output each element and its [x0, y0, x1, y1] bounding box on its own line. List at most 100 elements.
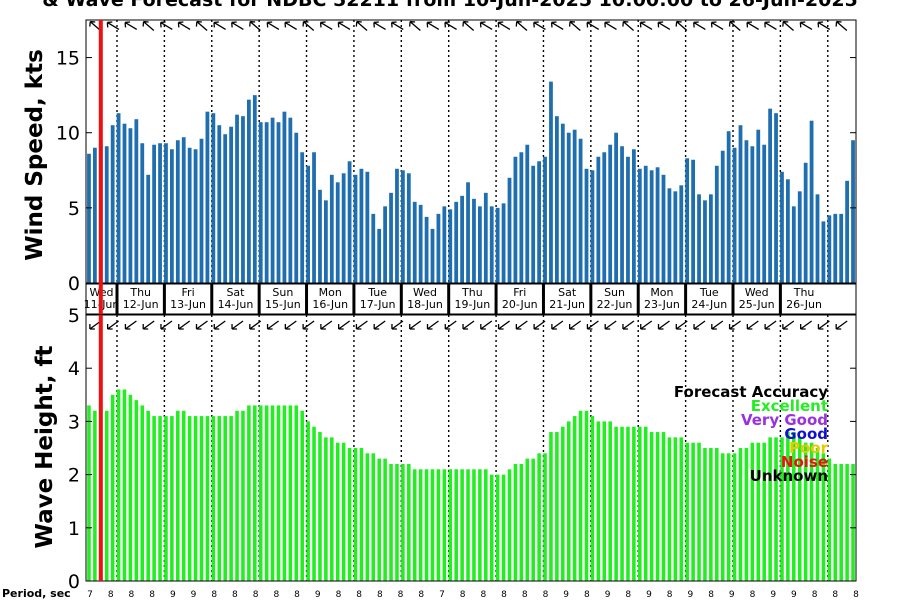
wave-bar — [401, 463, 405, 581]
wind-direction-arrow — [728, 20, 741, 31]
wind-bar — [400, 170, 405, 283]
wind-direction-arrow — [568, 20, 581, 31]
wave-bar — [525, 458, 530, 581]
wind-bar — [791, 206, 796, 283]
wind-bar — [643, 165, 648, 283]
wind-direction-arrow — [426, 21, 440, 31]
wind-bar — [691, 159, 696, 283]
wind-bar — [821, 221, 826, 283]
wind-bar — [116, 113, 121, 283]
wind-bar — [626, 156, 630, 283]
wind-bar — [282, 111, 287, 283]
wind-bar — [235, 114, 239, 284]
wind-direction-arrow — [390, 21, 404, 31]
wind-bar — [175, 140, 180, 283]
wave-bar — [454, 469, 458, 581]
day-name: Fri — [513, 286, 526, 299]
wave-bar — [649, 432, 654, 581]
wind-bar — [703, 200, 707, 283]
chart-title: & Wave Forecast for NDBC 52211 from 10-J… — [42, 0, 858, 11]
wave-bar — [484, 469, 488, 581]
wave-bar — [626, 426, 630, 581]
wind-bar — [377, 228, 382, 283]
wind-bar — [756, 129, 761, 283]
period-value: 9 — [315, 590, 321, 600]
wave-bar — [412, 469, 417, 581]
wave-bar — [448, 469, 453, 581]
day-name: Sun — [604, 286, 625, 299]
wave-bar — [519, 463, 524, 581]
wind-bar — [187, 147, 192, 283]
wind-bar — [513, 156, 518, 283]
wave-bar — [436, 469, 441, 581]
wave-bar — [549, 432, 553, 581]
wind-direction-arrow — [284, 21, 298, 31]
wind-bar — [353, 174, 358, 283]
wind-bar — [519, 152, 524, 283]
wind-direction-arrow — [177, 21, 191, 31]
period-value: 8 — [273, 590, 279, 600]
wave-direction-arrow — [711, 320, 724, 330]
wave-bar — [258, 405, 263, 581]
wave-bar — [359, 448, 364, 581]
wave-bar — [827, 458, 832, 581]
wind-bar — [371, 213, 376, 283]
period-value: 8 — [480, 590, 486, 600]
wind-bar — [673, 191, 678, 283]
wind-direction-arrow — [497, 21, 511, 31]
wind-bar — [383, 206, 388, 283]
wind-y-tick-label: 0 — [68, 273, 80, 295]
wave-direction-arrow — [391, 320, 404, 330]
wind-bar — [146, 174, 151, 283]
wave-y-tick-label: 5 — [68, 305, 80, 327]
wave-direction-arrow — [284, 320, 297, 330]
wind-bar — [205, 111, 210, 283]
wind-direction-arrow — [195, 20, 208, 31]
wind-bar — [341, 173, 346, 283]
day-name: Thu — [129, 286, 151, 299]
period-value: 8 — [108, 590, 114, 600]
wind-bar — [572, 129, 577, 283]
wind-bar — [472, 198, 476, 283]
wind-bar — [762, 144, 767, 283]
wind-direction-arrow — [444, 21, 457, 31]
period-value: 9 — [791, 590, 797, 600]
wave-bar — [768, 437, 772, 581]
wave-bar — [300, 410, 304, 581]
wave-bar — [264, 405, 269, 581]
legend-item: Poor — [789, 439, 829, 457]
wave-bar — [732, 453, 737, 581]
wave-bar — [720, 453, 725, 581]
day-date: 12-Jun — [123, 298, 159, 311]
wind-bar — [661, 174, 666, 283]
wind-bar — [797, 191, 802, 283]
wave-direction-arrow — [409, 320, 422, 330]
wind-bar — [774, 113, 778, 283]
period-value: 9 — [563, 590, 569, 600]
wave-direction-arrow — [515, 320, 528, 330]
wave-direction-arrow — [693, 320, 706, 330]
wind-direction-arrow — [639, 21, 653, 31]
wave-direction-arrow — [320, 320, 333, 330]
wave-bar — [531, 458, 535, 581]
wind-direction-arrow — [675, 20, 688, 31]
wind-bar — [809, 120, 814, 283]
wave-panel: 0 1 2 3 4 5 — [68, 305, 857, 593]
wave-bar — [472, 469, 476, 581]
wind-bar — [211, 113, 216, 283]
wind-direction-arrow — [693, 21, 706, 31]
period-value: 8 — [584, 590, 590, 600]
wind-bar — [507, 177, 512, 283]
wave-bar — [797, 437, 802, 581]
wind-bar — [217, 125, 222, 283]
wave-bar — [809, 442, 814, 581]
wave-bar — [709, 448, 713, 581]
wind-bar — [300, 152, 305, 283]
wave-bar — [341, 442, 346, 581]
wind-bar — [241, 116, 245, 283]
wind-direction-arrow — [159, 21, 173, 31]
wave-bar — [104, 410, 109, 581]
wind-bar — [649, 170, 654, 283]
period-label: Period, sec — [2, 587, 71, 600]
wave-bar — [803, 442, 808, 581]
